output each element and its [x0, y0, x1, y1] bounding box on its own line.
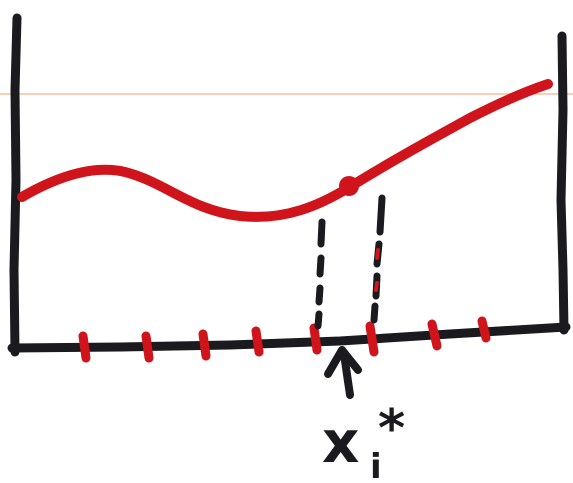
x-star-i-label: x * i: [322, 399, 405, 483]
x-axis: [7, 322, 571, 353]
x-axis-ticks: [78, 316, 491, 363]
left-axis: [9, 13, 22, 357]
label-superscript: *: [378, 399, 405, 459]
tick-mark: [198, 329, 211, 361]
tick-mark: [365, 321, 379, 357]
red-dropline: [370, 194, 386, 324]
tick-mark: [78, 331, 91, 363]
black-dropline: [314, 218, 326, 330]
tick-mark: [477, 316, 491, 343]
tick-mark: [309, 323, 322, 355]
tick-mark: [427, 319, 442, 351]
right-axis: [556, 31, 569, 335]
up-arrow-icon: [324, 346, 362, 399]
label-subscript: i: [370, 447, 382, 483]
curve-point: [339, 176, 359, 196]
red-curve: [17, 79, 553, 222]
tick-mark: [141, 331, 154, 363]
tick-mark: [251, 326, 264, 357]
label-base: x: [322, 408, 359, 476]
